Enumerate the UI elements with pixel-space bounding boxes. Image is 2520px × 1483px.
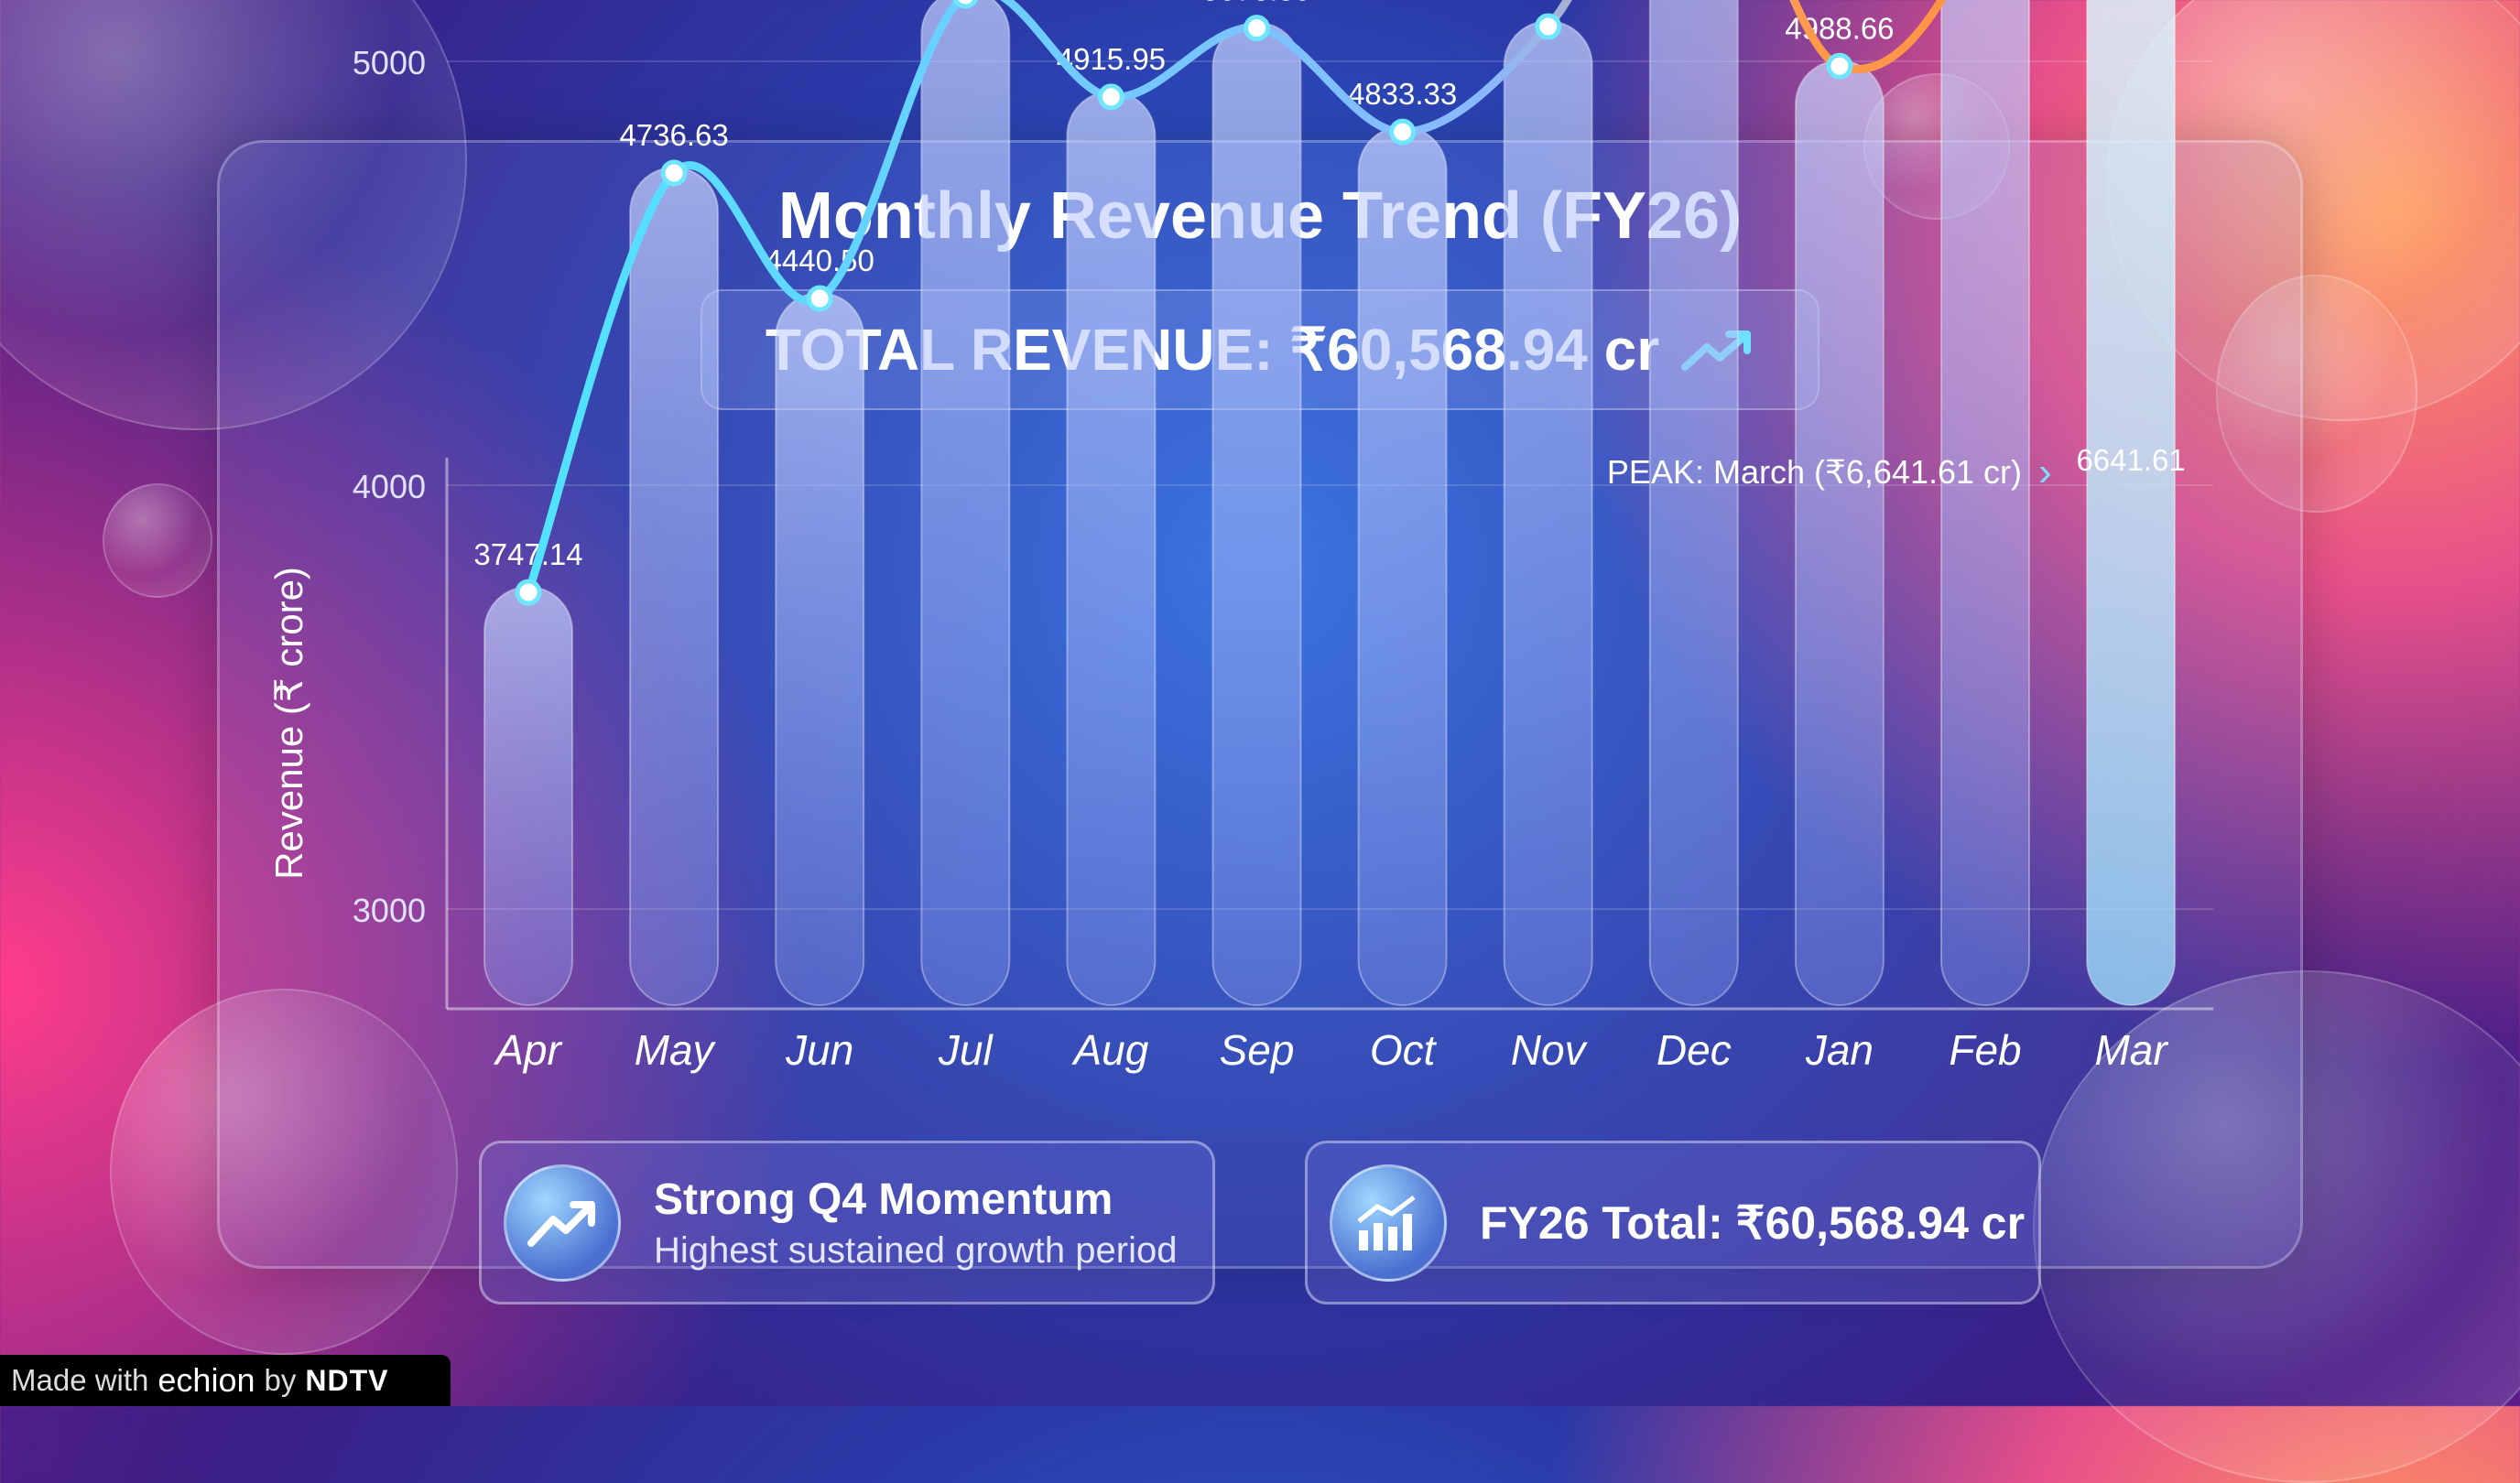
bar-oct (1357, 125, 1448, 1006)
data-point (660, 159, 688, 187)
peak-chevron-icon: › (2038, 449, 2052, 494)
footer-brand: echion (158, 1361, 255, 1399)
bar-nov (1503, 20, 1593, 1007)
bar-jun (775, 292, 865, 1006)
fy26-total-card: FY26 Total: ₹60,568.94 cr (1305, 1141, 2041, 1304)
bar-feb (1940, 0, 2030, 1006)
data-point (515, 579, 542, 606)
y-tick-label: 3000 (353, 892, 426, 929)
bar-apr (483, 586, 573, 1006)
x-tick-label: Jan (1805, 1026, 1874, 1074)
data-label: 4736.63 (619, 118, 728, 152)
footer-made-with: Made with (11, 1363, 149, 1397)
footer-org: NDTV (305, 1363, 389, 1397)
data-point (1097, 83, 1124, 111)
x-tick-label: Dec (1656, 1026, 1732, 1074)
x-tick-label: Aug (1070, 1026, 1148, 1074)
x-tick-label: Sep (1220, 1026, 1295, 1074)
revenue-chart: 30004000500060007000 Revenue (₹ crore) A… (267, 0, 2185, 1074)
y-axis-label: Revenue (₹ crore) (267, 567, 310, 880)
bar-mar (2086, 0, 2177, 1006)
y-tick-label: 5000 (353, 44, 426, 81)
data-point (1389, 118, 1417, 146)
footer-by: by (264, 1363, 297, 1397)
data-point (1535, 13, 1562, 40)
card-subtitle: Highest sustained growth period (654, 1229, 1178, 1271)
trend-line (524, 0, 1947, 597)
x-tick-label: Jun (785, 1026, 853, 1074)
bar-jul (920, 0, 1011, 1006)
data-label: 3747.14 (473, 537, 582, 571)
data-label: 5081.97 (1494, 0, 1602, 5)
data-label: 5078.59 (1202, 0, 1311, 7)
data-point (1244, 15, 1270, 42)
x-tick-label: Oct (1370, 1026, 1438, 1074)
card-title: Strong Q4 Momentum (654, 1174, 1113, 1224)
x-tick-label: Nov (1511, 1026, 1589, 1074)
footer-watermark: Made with echion by NDTV (0, 1355, 451, 1406)
bar-may (629, 166, 720, 1006)
x-tick-label: May (635, 1026, 717, 1074)
bar-aug (1066, 90, 1157, 1006)
data-label: 6641.61 (2076, 443, 2185, 477)
decorative-bubble (110, 989, 458, 1355)
data-point (1826, 52, 1853, 80)
bar-jan (1794, 60, 1885, 1007)
decorative-bubble (103, 483, 212, 598)
x-tick-label: Jul (938, 1026, 994, 1074)
peak-annotation: PEAK: March (₹6,641.61 cr) (1607, 453, 2022, 491)
x-tick-label: Apr (493, 1026, 562, 1074)
data-label: 4833.33 (1348, 77, 1457, 111)
bar-dec (1648, 0, 1739, 1006)
decorative-bubble (2216, 275, 2417, 513)
bar-sep (1211, 21, 1302, 1007)
card-title: FY26 Total: ₹60,568.94 cr (1480, 1196, 2026, 1249)
y-tick-label: 4000 (353, 468, 426, 505)
q4-momentum-card: Strong Q4 Momentum Highest sustained grow… (479, 1141, 1215, 1304)
data-point (952, 0, 978, 9)
trend-up-icon (504, 1164, 621, 1282)
data-point (806, 285, 833, 312)
bar-chart-icon (1330, 1164, 1447, 1282)
x-tick-label: Feb (1949, 1026, 2021, 1074)
x-tick-label: Mar (2094, 1026, 2168, 1074)
